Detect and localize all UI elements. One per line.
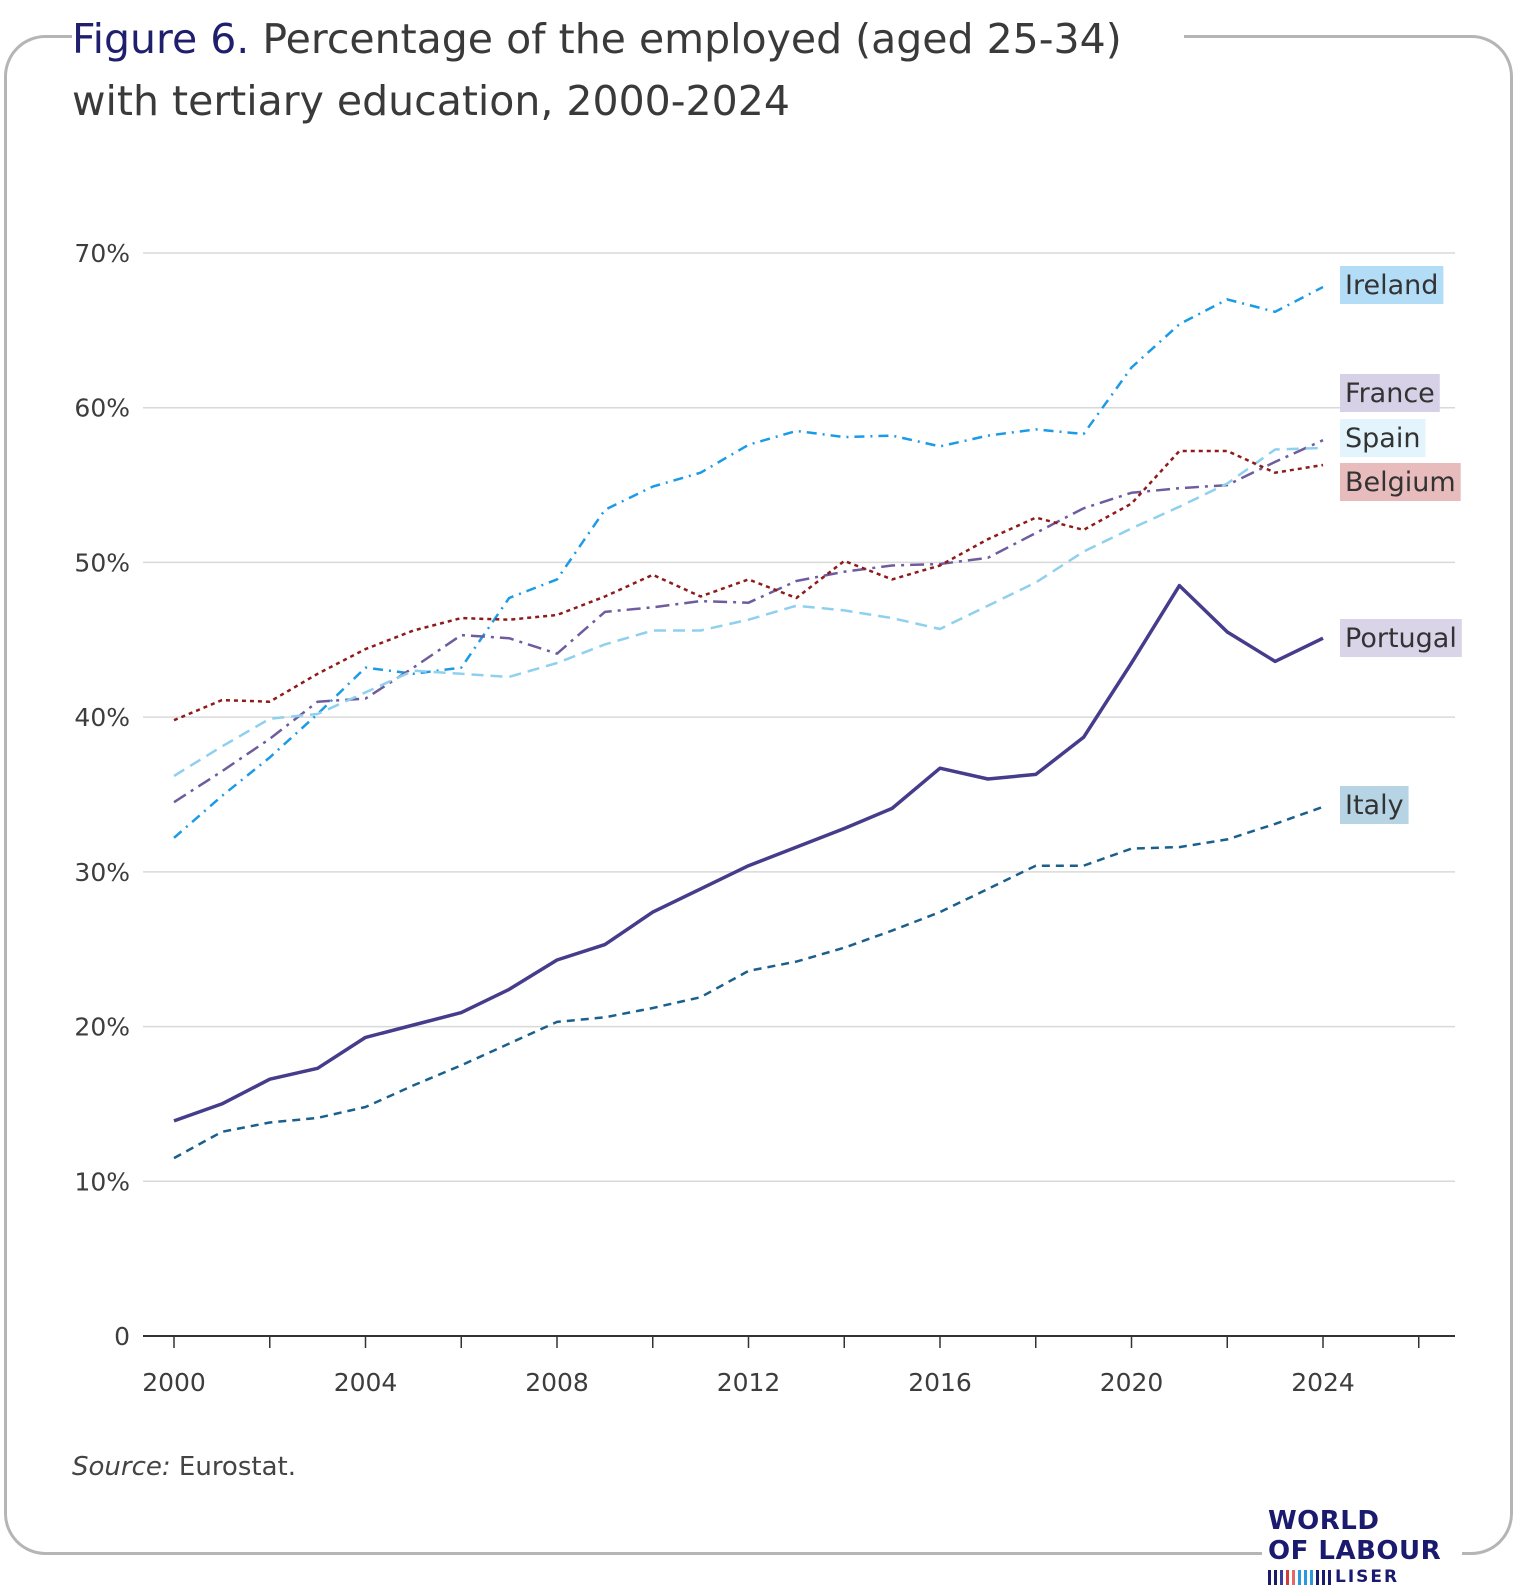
- chart-axes: 0 10% 20% 30% 40% 50% 60% 70% 2000 2004 2008 2012 20…: [74, 239, 1455, 1397]
- x-tick-label: 2024: [1291, 1368, 1355, 1397]
- x-tick-label: 2004: [334, 1368, 398, 1397]
- y-tick-label: 0: [114, 1322, 130, 1351]
- series-label-france: France: [1340, 374, 1440, 412]
- x-tick-label: 2020: [1100, 1368, 1164, 1397]
- logo-line-1: WORLD: [1268, 1506, 1380, 1536]
- series-label-spain: Spain: [1340, 419, 1426, 457]
- series-label-portugal: Portugal: [1340, 619, 1462, 657]
- y-tick-label: 20%: [74, 1013, 130, 1042]
- source-note: Source: Eurostat.: [72, 1452, 296, 1482]
- series-label-text: Ireland: [1345, 270, 1438, 301]
- series-line-ireland: [173, 285, 1324, 839]
- figure-title: Figure 6. Percentage of the employed (ag…: [72, 8, 1184, 132]
- series-label-italy: Italy: [1340, 786, 1409, 824]
- source-text: Eurostat.: [178, 1452, 296, 1482]
- logo-liser: LISER: [1335, 1567, 1400, 1587]
- series-label-text: Spain: [1345, 423, 1420, 454]
- y-tick-label: 50%: [74, 548, 130, 577]
- series-label-text: France: [1345, 378, 1435, 409]
- series-label-text: Portugal: [1345, 623, 1457, 654]
- y-tick-label: 70%: [74, 239, 130, 268]
- series-line-italy: [173, 805, 1324, 1160]
- y-tick-label: 40%: [74, 703, 130, 732]
- series-line-belgium: [173, 449, 1324, 722]
- series-line-spain: [173, 446, 1324, 777]
- logo-liser-row: LISER: [1262, 1566, 1462, 1588]
- x-tick-label: 2016: [908, 1368, 972, 1397]
- series-line-france: [173, 439, 1324, 804]
- x-tick-label: 2000: [142, 1368, 206, 1397]
- logo-bars-icon: [1268, 1569, 1331, 1585]
- y-tick-label: 60%: [74, 394, 130, 423]
- series-label-text: Belgium: [1345, 467, 1456, 498]
- source-label: Source:: [72, 1452, 171, 1482]
- series-label-text: Italy: [1345, 790, 1404, 821]
- x-tick-label: 2008: [525, 1368, 589, 1397]
- chart-grid: [143, 252, 1455, 1183]
- series-label-ireland: Ireland: [1340, 266, 1444, 304]
- figure-title-text: Percentage of the employed (aged 25-34) …: [72, 15, 1122, 125]
- logo-line-2: OF LABOUR: [1268, 1536, 1442, 1566]
- x-tick-label: 2012: [717, 1368, 781, 1397]
- chart-series-lines: [173, 285, 1324, 1160]
- world-of-labour-logo: WORLD OF LABOUR LISER: [1262, 1506, 1462, 1588]
- chart-series-labels: Ireland France Spain Belgium Portugal Italy: [1340, 266, 1462, 824]
- y-tick-label: 10%: [74, 1167, 130, 1196]
- series-line-portugal: [173, 583, 1324, 1123]
- series-label-belgium: Belgium: [1340, 463, 1461, 501]
- y-tick-label: 30%: [74, 858, 130, 887]
- figure-number: Figure 6.: [72, 15, 250, 63]
